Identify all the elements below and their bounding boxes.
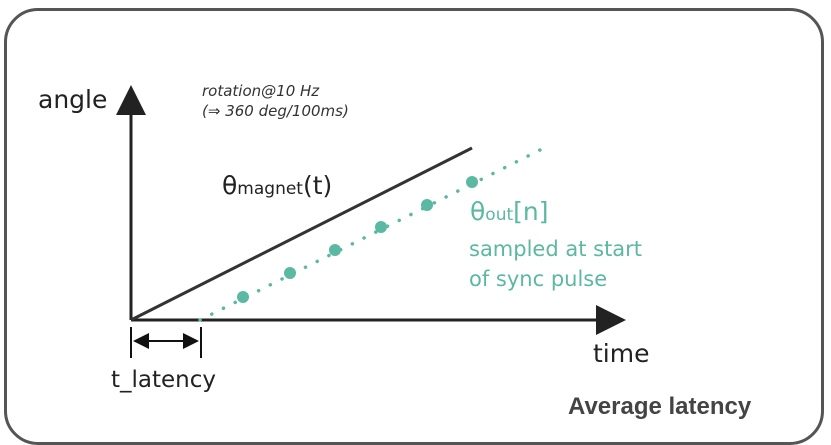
magnet-subscript: magnet: [237, 179, 303, 199]
sample-point: [421, 199, 433, 211]
output-description-line2: of sync pulse: [469, 267, 607, 291]
output-description-line1: sampled at start: [469, 237, 642, 261]
magnet-angle-line: [130, 146, 473, 322]
output-trend-dotted-line: [198, 148, 542, 322]
sample-point: [375, 221, 387, 233]
magnet-suffix: (t): [303, 171, 332, 200]
out-suffix: [n]: [513, 197, 548, 226]
sample-point: [284, 267, 296, 279]
diagram-panel: [4, 8, 824, 445]
latency-diagram: angle time rotation@10 Hz (⇒ 360 deg/100…: [38, 82, 752, 420]
rotation-note: rotation@10 Hz: [202, 82, 320, 100]
out-subscript: out: [485, 205, 513, 225]
latency-label: t_latency: [111, 367, 216, 393]
rotation-rate-note: (⇒ 360 deg/100ms): [202, 102, 349, 120]
magnet-symbol: θ: [222, 171, 237, 200]
output-angle-label: θout[n]: [470, 197, 549, 226]
magnet-angle-label: θmagnet(t): [222, 171, 332, 200]
out-symbol: θ: [470, 197, 485, 226]
sample-point: [466, 176, 478, 188]
y-axis-label: angle: [38, 85, 107, 114]
sample-point: [237, 291, 249, 303]
sample-point: [329, 244, 341, 256]
x-axis-label: time: [593, 339, 649, 368]
diagram-title: Average latency: [568, 393, 752, 420]
diagram-stage: angle time rotation@10 Hz (⇒ 360 deg/100…: [4, 8, 824, 445]
